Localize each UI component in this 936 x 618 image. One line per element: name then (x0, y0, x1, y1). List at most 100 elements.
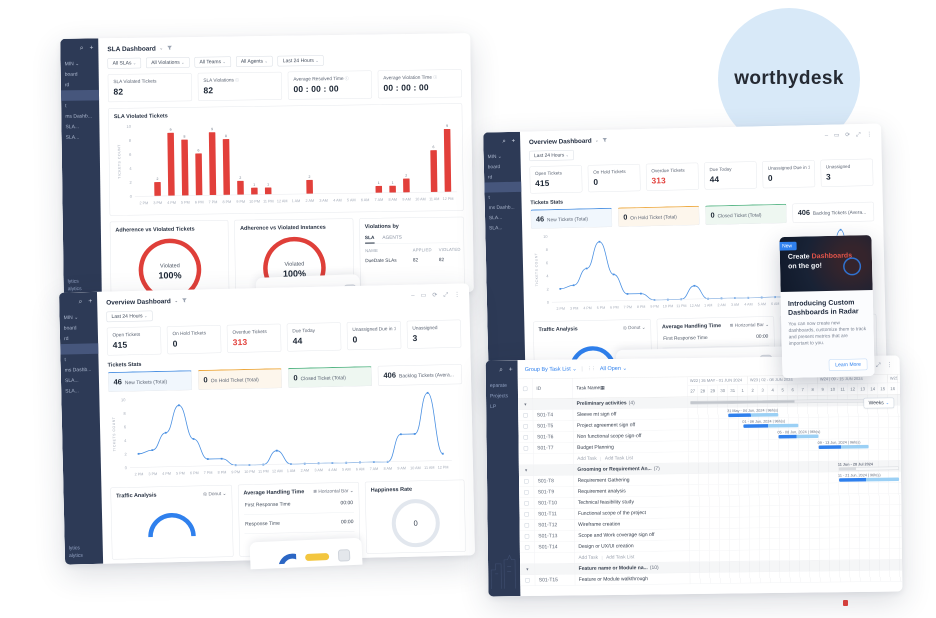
add-icon[interactable]: + (89, 43, 94, 51)
expand-icon[interactable]: ⤢ (443, 290, 449, 298)
minimize-icon[interactable]: – (824, 131, 829, 139)
row-checkbox[interactable] (524, 523, 530, 528)
window-icon[interactable]: ▭ (833, 131, 840, 139)
gantt-bar[interactable] (839, 477, 900, 482)
sidebar-item[interactable]: Projects (489, 393, 509, 399)
filter-chip[interactable]: All SLAs ⌄ (107, 57, 142, 69)
search-icon[interactable]: ⌕ (79, 43, 84, 52)
gantt-bar[interactable] (818, 444, 869, 449)
chart-type-dropdown[interactable]: ◎ Donut ⌄ (622, 324, 646, 331)
collapse-icon[interactable]: ▾ (526, 567, 529, 572)
svg-text:2: 2 (156, 177, 158, 181)
filter-chip[interactable]: All Violations ⌄ (146, 57, 190, 69)
zoom-level-dropdown[interactable]: Weeks ⌄ (863, 397, 895, 409)
learn-more-button[interactable]: Learn More (828, 358, 868, 371)
row-checkbox[interactable] (524, 501, 529, 506)
gantt-bar[interactable] (778, 434, 819, 439)
collapse-icon[interactable]: ▾ (525, 468, 528, 473)
refresh-icon[interactable]: ⟳ (845, 131, 851, 138)
task-name: Scope and Work coverage sign off (574, 529, 690, 541)
status-filter-dropdown[interactable]: All Open ⌄ (599, 365, 628, 372)
filter-funnel-icon[interactable] (167, 45, 173, 51)
sidebar-item[interactable]: SLA... (489, 225, 503, 231)
svg-text:1: 1 (378, 181, 380, 185)
window-icon[interactable]: ▭ (420, 291, 427, 299)
more-icon[interactable]: ⋮ (454, 290, 461, 298)
metric-label: Overdue Tickets (651, 167, 685, 174)
sidebar-item[interactable]: t (65, 103, 67, 109)
sidebar-item[interactable]: SLA... (65, 134, 80, 141)
row-checkbox[interactable] (523, 446, 529, 451)
row-checkbox[interactable] (524, 512, 529, 517)
filter-chip[interactable]: Last 24 Hours ⌄ (277, 55, 324, 67)
filter-chip[interactable]: Last 24 Hours ⌄ (529, 149, 574, 162)
add-icon[interactable]: + (88, 296, 93, 305)
metric-label: Unassigned (412, 325, 438, 332)
select-all-checkbox[interactable] (517, 378, 534, 399)
search-icon[interactable]: ⌕ (78, 297, 83, 305)
chart-type-dropdown[interactable]: ◎ Donut ⌄ (202, 490, 227, 497)
chart-type-dropdown[interactable]: ≣ Horizontal Bar ⌄ (729, 321, 770, 329)
more-icon[interactable]: ⋮ (886, 361, 893, 369)
metric-value: 3 (826, 172, 831, 182)
sidebar-item[interactable]: eparate (489, 382, 507, 389)
chart-type-dropdown[interactable]: ≣ Horizontal Bar ⌄ (312, 487, 354, 495)
sidebar-item[interactable]: rd (64, 82, 70, 88)
add-icon[interactable]: + (508, 365, 513, 373)
sidebar-item[interactable]: LP (490, 403, 497, 410)
collapse-icon[interactable]: ▾ (524, 402, 527, 407)
column-settings-icon[interactable]: ▦ (600, 385, 605, 391)
add-task-link[interactable]: Add Task (578, 554, 598, 561)
more-icon[interactable]: ⋮ (866, 130, 873, 138)
gantt-bar[interactable] (728, 412, 779, 418)
chevron-down-icon[interactable]: ⌄ (594, 137, 599, 143)
add-icon[interactable]: + (511, 136, 516, 145)
sidebar-item[interactable]: MIN ⌄ (64, 61, 80, 67)
chevron-down-icon[interactable]: ⌄ (174, 297, 179, 304)
expand-icon[interactable]: ⤢ (875, 361, 881, 369)
group-by-dropdown[interactable]: Group By Task List ⌄ (524, 365, 577, 373)
filter-chip[interactable]: All Agents ⌄ (235, 55, 273, 67)
svg-text:10 PM: 10 PM (663, 304, 674, 308)
stat-card: 406 Backlog Tickets (Avera... (792, 201, 875, 224)
row-checkbox[interactable] (524, 545, 530, 550)
add-task-list-link[interactable]: Add Task List (604, 455, 634, 462)
sidebar-item[interactable]: ms Dashb... (65, 113, 93, 120)
table-row[interactable]: DueDate SLAs 82 82 (365, 254, 459, 267)
search-icon[interactable]: ⌕ (499, 365, 503, 373)
svg-text:0: 0 (547, 300, 549, 305)
svg-text:10 PM: 10 PM (244, 470, 255, 474)
row-checkbox[interactable] (523, 435, 529, 440)
sidebar-item[interactable]: SLA... (65, 388, 79, 395)
filter-funnel-icon[interactable] (182, 298, 188, 304)
expand-icon[interactable]: ⤢ (855, 130, 861, 138)
sidebar-item[interactable]: SLA... (65, 124, 80, 130)
row-checkbox[interactable] (524, 490, 529, 495)
tab-sla[interactable]: SLA (364, 232, 375, 244)
row-checkbox[interactable] (523, 424, 528, 429)
row-checkbox[interactable] (525, 578, 530, 583)
search-icon[interactable]: ⌕ (502, 136, 506, 145)
task-name: Design or UX/UI creation (574, 540, 690, 552)
gantt-bar[interactable] (690, 398, 881, 405)
row-checkbox[interactable] (524, 534, 530, 539)
gantt-bar[interactable] (838, 466, 899, 471)
filter-chip[interactable]: Last 24 Hours ⌄ (106, 310, 153, 323)
filter-chip[interactable]: All Teams ⌄ (194, 56, 231, 68)
chevron-down-icon[interactable]: ⌄ (159, 45, 164, 51)
svg-text:0: 0 (130, 194, 133, 199)
filter-funnel-icon[interactable] (602, 137, 607, 143)
minimize-icon[interactable]: – (411, 291, 415, 299)
gantt-bar[interactable] (743, 423, 799, 428)
row-checkbox[interactable] (524, 479, 529, 484)
add-task-link[interactable]: Add Task (577, 455, 597, 462)
sidebar-item[interactable]: alytics (68, 552, 83, 559)
chevron-down-icon: ⌄ (264, 58, 268, 64)
row-checkbox[interactable] (523, 413, 528, 418)
sidebar-item[interactable] (60, 89, 100, 101)
refresh-icon[interactable]: ⟳ (432, 291, 438, 299)
tab-agents[interactable]: AGENTS (382, 234, 402, 241)
add-task-list-link[interactable]: Add Task List (606, 554, 635, 561)
sidebar-item[interactable]: board (64, 71, 78, 78)
